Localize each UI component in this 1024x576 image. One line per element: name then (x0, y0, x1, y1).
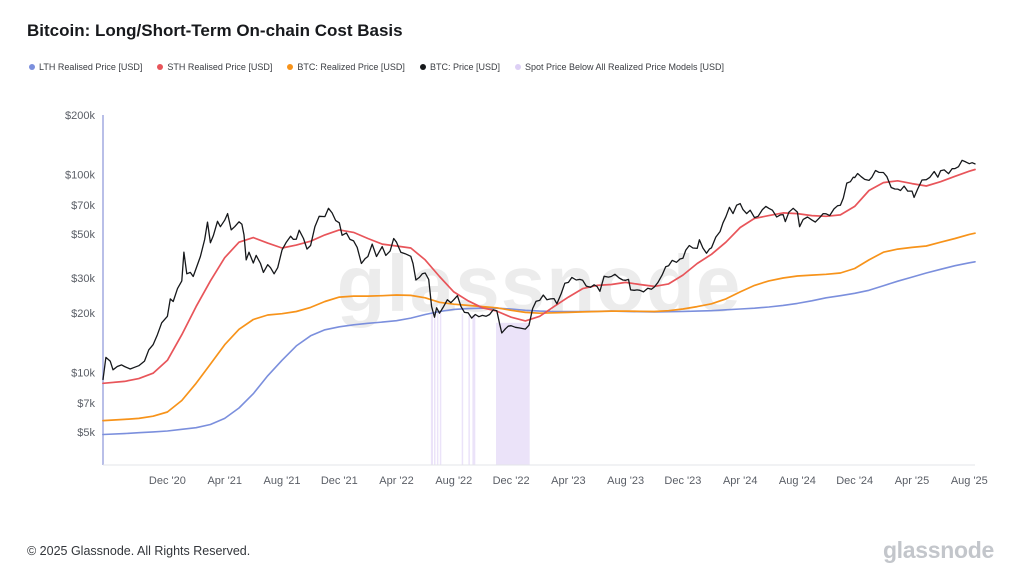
legend-label: STH Realised Price [USD] (167, 62, 273, 72)
legend-color-dot (419, 64, 426, 70)
below-realized-band (472, 315, 476, 465)
x-tick-label: Apr '25 (895, 475, 930, 487)
series-btc-realized-price (102, 232, 976, 422)
x-tick-label: Dec '20 (149, 475, 186, 487)
below-realized-band (461, 313, 464, 465)
x-tick-label: Dec '21 (321, 475, 358, 487)
legend-label: Spot Price Below All Realized Price Mode… (524, 62, 725, 72)
legend-item-1[interactable]: STH Realised Price [USD] (157, 62, 272, 72)
x-tick-label: Apr '23 (551, 475, 586, 487)
x-tick-label: Dec '23 (664, 475, 701, 487)
y-tick-label: $30k (71, 273, 95, 285)
y-tick-label: $70k (71, 200, 95, 212)
x-tick-label: Dec '24 (836, 475, 873, 487)
series-lth-realised-price (102, 260, 976, 436)
y-tick-label: $10k (71, 367, 95, 379)
y-tick-label: $200k (65, 110, 95, 122)
x-tick-label: Apr '22 (379, 475, 414, 487)
below-realized-band (436, 312, 439, 465)
x-tick-label: Apr '24 (723, 475, 758, 487)
page-title: Bitcoin: Long/Short-Term On-chain Cost B… (27, 21, 403, 40)
legend: LTH Realised Price [USD] STH Realised Pri… (29, 62, 724, 72)
legend-item-0[interactable]: LTH Realised Price [USD] (29, 62, 142, 72)
x-tick-label: Apr '21 (207, 475, 242, 487)
y-tick-label: $50k (71, 229, 95, 241)
legend-color-dot (157, 64, 164, 70)
series-sth-realised-price (102, 168, 976, 385)
legend-item-3[interactable]: BTC: Price [USD] (419, 62, 500, 72)
below-realized-band (434, 312, 436, 465)
y-tick-label: $5k (77, 427, 95, 439)
copyright-text: © 2025 Glassnode. All Rights Reserved. (27, 544, 251, 558)
y-tick-label: $20k (71, 308, 95, 320)
glassnode-logo: glassnode (882, 537, 994, 563)
legend-item-4[interactable]: Spot Price Below All Realized Price Mode… (514, 62, 725, 72)
legend-label: LTH Realised Price [USD] (39, 62, 143, 72)
y-tick-label: $100k (65, 170, 95, 182)
x-tick-label: Aug '21 (264, 475, 301, 487)
legend-color-dot (514, 64, 521, 70)
below-realized-band (439, 310, 442, 465)
below-realized-band (496, 322, 530, 465)
series-btc-price (102, 159, 976, 381)
legend-color-dot (287, 64, 294, 70)
x-tick-label: Aug '23 (607, 475, 644, 487)
x-tick-label: Dec '22 (493, 475, 530, 487)
below-realized-band (430, 310, 433, 465)
y-tick-label: $7k (77, 398, 95, 410)
x-tick-label: Aug '24 (779, 475, 816, 487)
legend-color-dot (29, 64, 35, 70)
legend-label: BTC: Price [USD] (429, 62, 500, 72)
x-tick-label: Aug '22 (435, 475, 472, 487)
legend-label: BTC: Realized Price [USD] (297, 62, 405, 72)
legend-item-2[interactable]: BTC: Realized Price [USD] (287, 62, 405, 72)
x-tick-label: Aug '25 (951, 475, 988, 487)
below-realized-band (468, 315, 470, 465)
